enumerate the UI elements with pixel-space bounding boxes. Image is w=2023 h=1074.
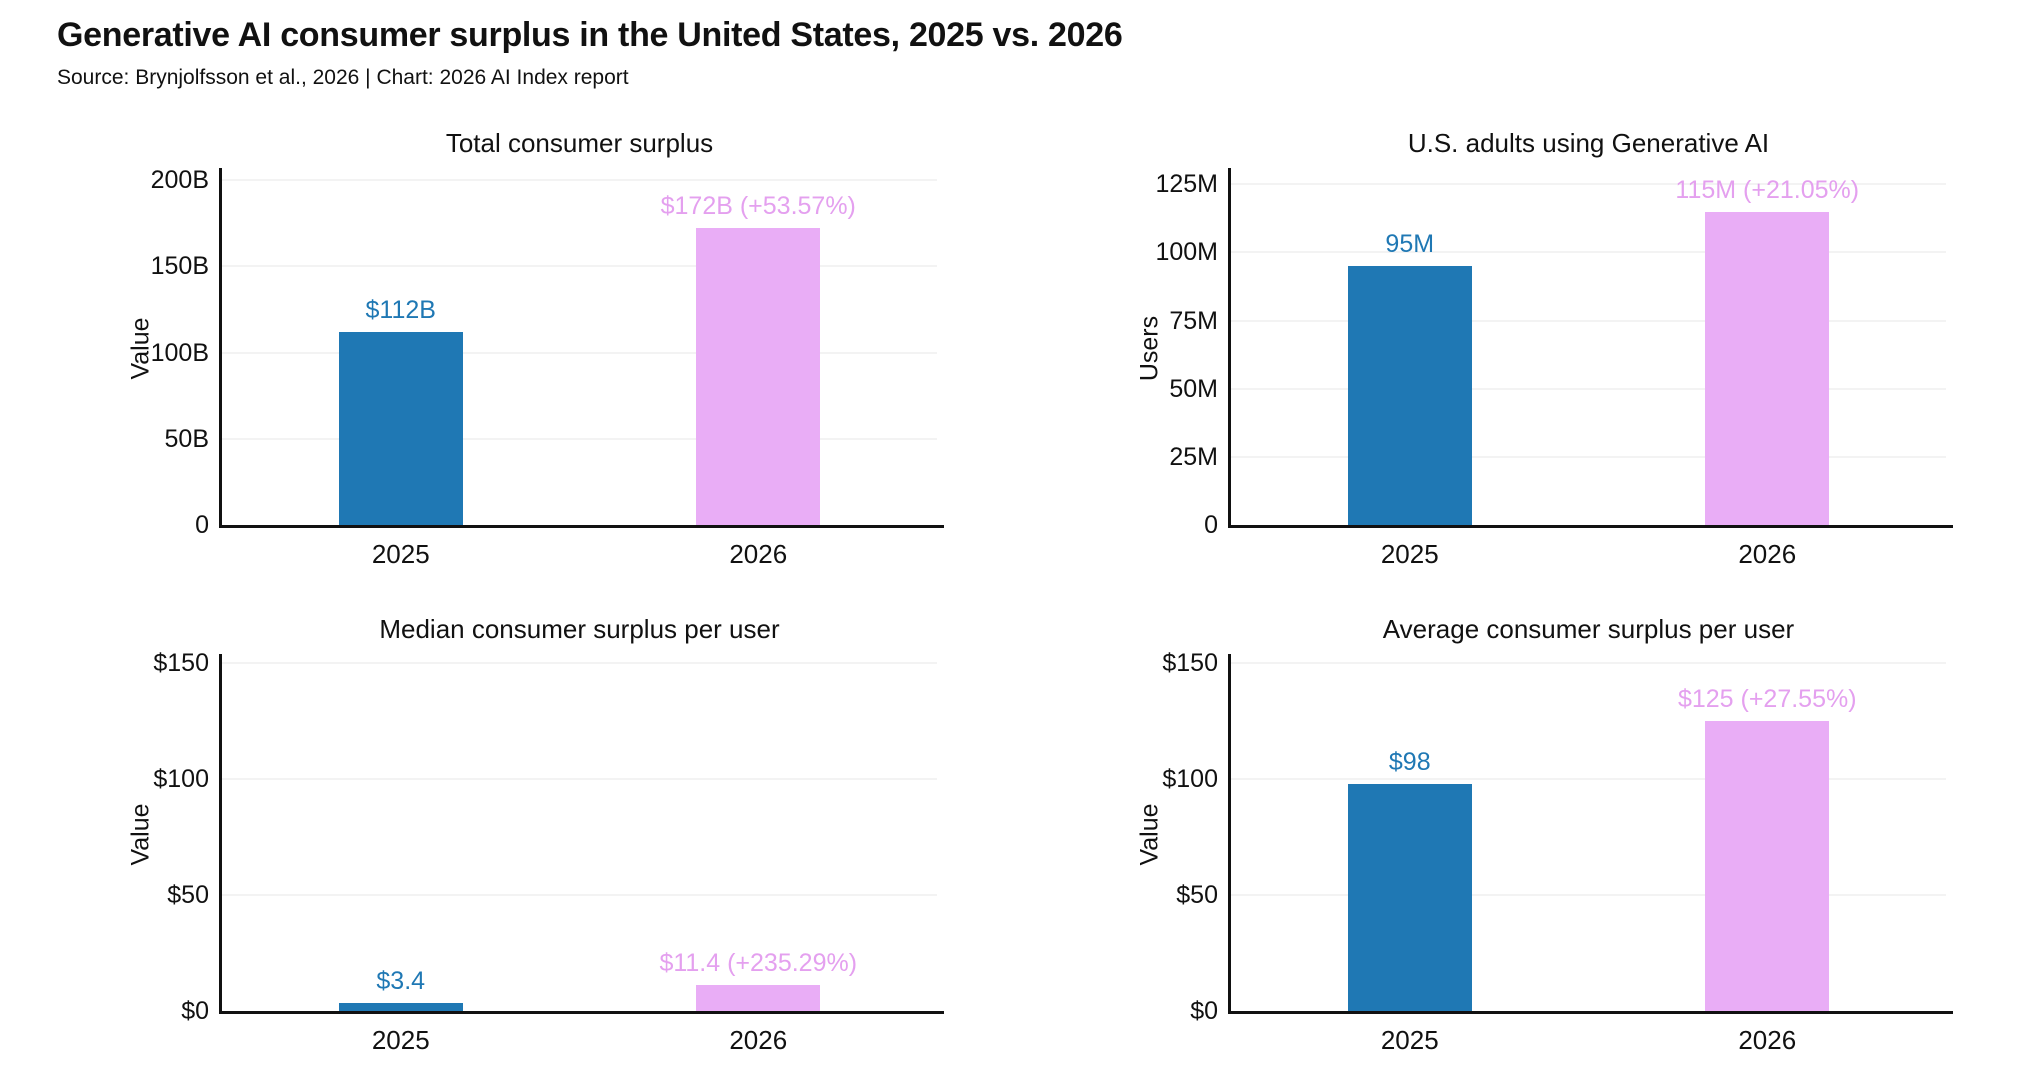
gridline [222, 265, 937, 268]
chart-title: Average consumer surplus per user [1382, 614, 1795, 644]
x-tick-label: 2026 [729, 1025, 788, 1055]
y-axis-line [1228, 168, 1231, 528]
y-tick-label: 50B [164, 424, 209, 453]
figure-subtitle: Source: Brynjolfsson et al., 2026 | Char… [57, 66, 629, 89]
bar-2026 [1705, 211, 1830, 525]
chart-title: Median consumer surplus per user [379, 614, 780, 644]
gridline [1231, 778, 1946, 781]
x-tick-label: 2026 [1738, 539, 1797, 569]
bar-2026 [696, 984, 821, 1011]
bar-2026 [1705, 721, 1830, 1011]
gridline [1231, 387, 1946, 390]
x-tick-label: 2025 [1380, 1025, 1439, 1055]
x-axis-line [1228, 1011, 1953, 1014]
y-tick-label: 100B [150, 338, 209, 367]
bar-value-label: $11.4 (+235.29%) [659, 948, 858, 977]
gridline [222, 894, 937, 897]
bar-2025 [338, 1003, 463, 1011]
y-tick-label: $100 [1162, 765, 1218, 794]
bar-value-label: $98 [1388, 747, 1431, 776]
gridline [222, 778, 937, 781]
figure-title: Generative AI consumer surplus in the Un… [57, 16, 1123, 54]
x-axis-line [219, 1011, 944, 1014]
y-tick-label: 0 [195, 511, 209, 539]
bar-value-label: $3.4 [376, 967, 426, 996]
y-tick-label: 125M [1155, 170, 1218, 199]
gridline [222, 179, 937, 182]
y-tick-label: $0 [1190, 997, 1218, 1025]
x-tick-label: 2025 [371, 539, 430, 569]
x-axis-line [219, 525, 944, 528]
chart-median-surplus-per-user: Median consumer surplus per user Value $0 $… [57, 614, 987, 1073]
gridline [1231, 319, 1946, 322]
y-tick-label: $150 [153, 649, 209, 678]
x-axis-line [1228, 525, 1953, 528]
chart-average-surplus-per-user: Average consumer surplus per user Value $0… [1066, 614, 1996, 1073]
bar-value-label: $125 (+27.55%) [1677, 685, 1857, 714]
y-tick-label: 25M [1169, 442, 1218, 471]
y-tick-label: 150B [150, 252, 209, 281]
x-tick-label: 2026 [1738, 1025, 1797, 1055]
gridline [1231, 455, 1946, 458]
x-tick-label: 2025 [371, 1025, 430, 1055]
gridline [222, 437, 937, 440]
y-tick-label: $0 [181, 997, 209, 1025]
y-tick-label: $100 [153, 765, 209, 794]
y-tick-label: 100M [1155, 238, 1218, 267]
y-tick-label: $50 [167, 881, 209, 910]
chart-total-consumer-surplus: Total consumer surplus Value 0 50B 100B 150B 2… [57, 128, 987, 587]
gridline [1231, 662, 1946, 665]
y-axis-line [1228, 654, 1231, 1014]
y-tick-label: 200B [150, 166, 209, 195]
bar-2025 [1347, 266, 1472, 525]
figure-header: Generative AI consumer surplus in the Un… [57, 16, 1123, 90]
bar-value-label: 115M (+21.05%) [1675, 175, 1860, 204]
gridline [222, 351, 937, 354]
x-tick-label: 2025 [1380, 539, 1439, 569]
bar-value-label: $112B [365, 295, 436, 324]
y-tick-label: 75M [1169, 306, 1218, 335]
gridline [1231, 894, 1946, 897]
bar-2026 [696, 228, 821, 525]
chart-us-adults-using-genai: U.S. adults using Generative AI Users 0 25M… [1066, 128, 1996, 587]
gridline [1231, 251, 1946, 254]
chart-title: Total consumer surplus [445, 128, 714, 158]
y-tick-label: $150 [1162, 649, 1218, 678]
y-tick-label: 0 [1204, 511, 1218, 539]
y-axis-line [219, 654, 222, 1014]
y-axis-line [219, 168, 222, 528]
bar-value-label: $172B (+53.57%) [660, 192, 856, 221]
y-tick-label: $50 [1176, 881, 1218, 910]
x-tick-label: 2026 [729, 539, 788, 569]
gridline [222, 662, 937, 665]
y-tick-label: 50M [1169, 374, 1218, 403]
bar-value-label: 95M [1385, 230, 1435, 259]
gridline [1231, 183, 1946, 186]
bar-2025 [338, 331, 463, 525]
chart-title: U.S. adults using Generative AI [1407, 128, 1770, 158]
bar-2025 [1347, 783, 1472, 1011]
